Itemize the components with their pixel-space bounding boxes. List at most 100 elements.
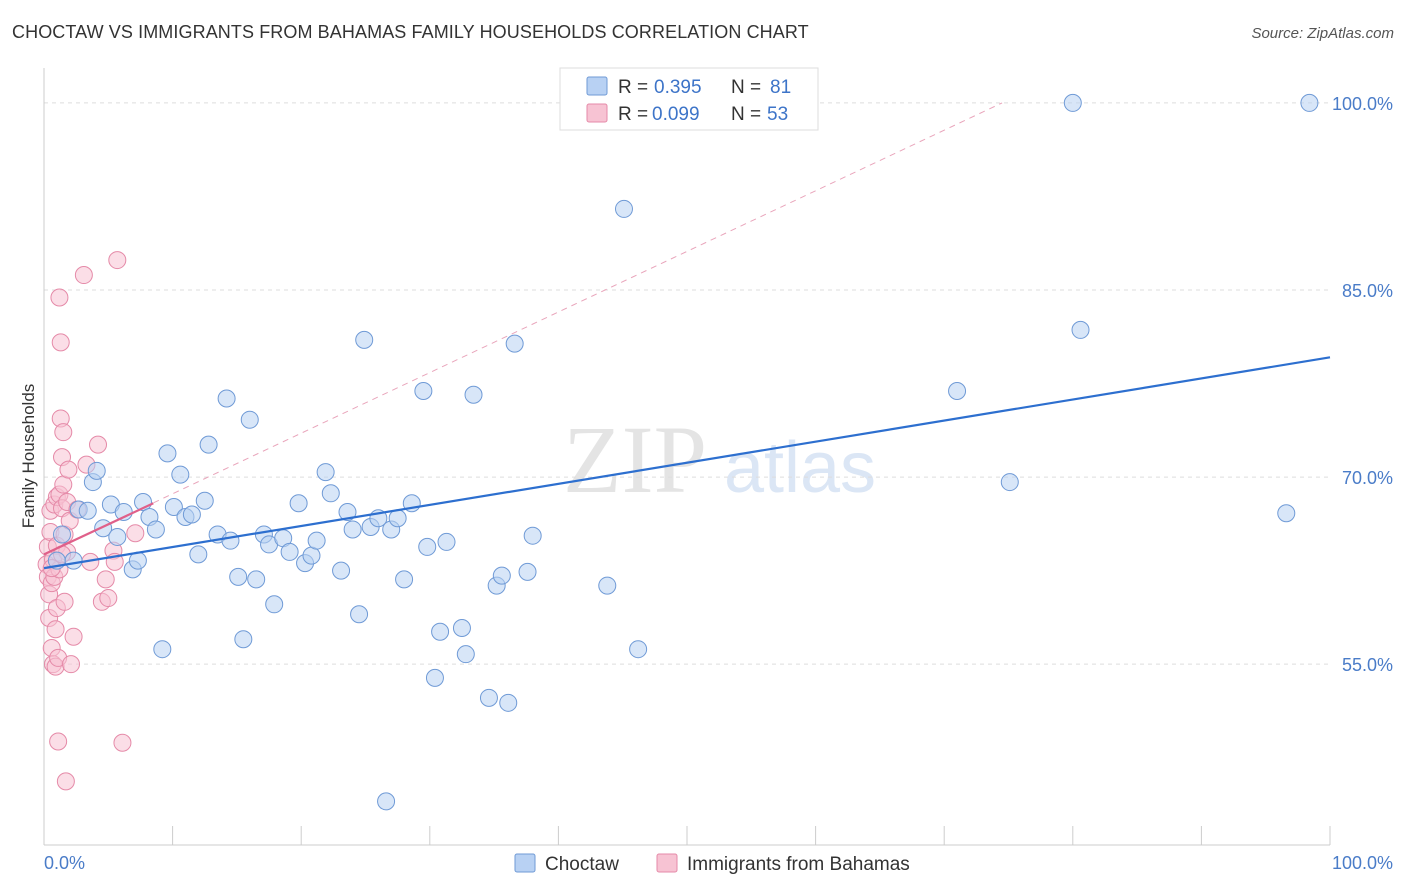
choctaw-point [199,435,218,454]
choctaw-point [414,382,433,401]
choctaw-trend-line [43,356,1331,570]
legend-r-label-choctaw: R = [618,77,648,98]
choctaw-point [350,605,369,624]
bahamas-point [51,333,70,352]
legend-swatch-choctaw [586,76,608,96]
bahamas-point [99,589,118,608]
choctaw-point [164,498,183,517]
choctaw-point [182,505,201,524]
bahamas-point [54,423,73,442]
bahamas-trend-line [43,502,154,556]
choctaw-point [499,693,518,712]
bahamas-point [62,655,81,674]
x-tick-label-min: 0.0% [44,853,85,873]
legend-top: R = 0.395 N = 81 R = 0.099 N = 53 [559,67,819,131]
y-axis-title: Family Households [19,384,38,529]
bahamas-point [89,435,108,454]
choctaw-point [388,509,407,528]
choctaw-point [492,566,511,585]
bahamas-point [96,570,115,589]
choctaw-point [302,546,321,565]
choctaw-point [234,630,253,649]
choctaw-point [598,576,617,595]
choctaw-point [78,501,97,520]
choctaw-point [321,484,340,503]
choctaw-point [395,570,414,589]
bahamas-point [54,475,73,494]
bahamas-point [126,524,145,543]
choctaw-point [1063,93,1082,112]
x-tick-label-max: 100.0% [1332,853,1393,873]
bahamas-trend-extended [43,102,1003,555]
choctaw-point [1000,473,1019,492]
trend-lines [43,102,1003,555]
bahamas-point [108,251,127,270]
choctaw-point [153,640,172,659]
bahamas-point [56,772,75,791]
legend-r-value-bahamas: 0.099 [652,104,700,125]
choctaw-point [437,532,456,551]
choctaw-point [240,410,259,429]
choctaw-point [64,551,83,570]
y-tick-label: 85.0% [1342,281,1393,301]
choctaw-point [377,792,396,811]
choctaw-point [158,444,177,463]
y-tick-label: 100.0% [1332,94,1393,114]
choctaw-point [614,199,633,218]
choctaw-point [418,537,437,556]
source-label: Source: ZipAtlas.com [1251,25,1394,42]
choctaw-point [431,622,450,641]
choctaw-point [425,668,444,687]
bahamas-point [49,732,68,751]
choctaw-point [518,562,537,581]
choctaw-point [343,520,362,539]
choctaw-point [221,531,240,550]
bahamas-point [113,733,132,752]
choctaw-point [265,595,284,614]
choctaw-point [217,389,236,408]
chart-title: CHOCTAW VS IMMIGRANTS FROM BAHAMAS FAMIL… [12,22,809,42]
bahamas-point [46,620,65,639]
choctaw-point [229,567,248,586]
choctaw-point [108,527,127,546]
choctaw-point [53,525,72,544]
legend-n-value-choctaw: 81 [770,77,791,98]
legend-bottom: Choctaw Immigrants from Bahamas [514,853,910,875]
bottom-legend-swatch-choctaw [514,853,536,873]
choctaw-point [456,645,475,664]
choctaw-point [87,461,106,480]
legend-n-label-bahamas: N = [731,104,761,125]
choctaw-point [332,561,351,580]
choctaw-point [1071,320,1090,339]
choctaw-point [280,542,299,561]
bahamas-point [64,627,83,646]
choctaw-point [195,491,214,510]
choctaw-point [146,520,165,539]
legend-r-value-choctaw: 0.395 [654,77,702,98]
bahamas-point [74,266,93,285]
bottom-legend-label-bahamas: Immigrants from Bahamas [687,854,910,875]
choctaw-point [523,526,542,545]
choctaw-point [338,503,357,521]
choctaw-point [479,688,498,707]
y-tick-label: 55.0% [1342,655,1393,675]
y-axis-tick-labels: 55.0% 70.0% 85.0% 100.0% [1332,94,1393,675]
choctaw-point [1277,504,1296,523]
choctaw-point [247,570,266,589]
choctaw-point [629,640,648,659]
choctaw-point [948,382,967,401]
choctaw-point [289,494,308,513]
choctaw-point [355,330,374,349]
bahamas-point [59,460,78,479]
bottom-legend-label-choctaw: Choctaw [545,854,619,875]
choctaw-point [307,531,326,550]
legend-r-label-bahamas: R = [618,104,648,125]
choctaw-point [452,618,471,637]
choctaw-point [1300,93,1319,112]
bahamas-point [50,288,69,307]
legend-n-label-choctaw: N = [731,77,761,98]
legend-swatch-bahamas [586,103,608,123]
choctaw-point [189,545,208,564]
data-points [37,93,1331,811]
